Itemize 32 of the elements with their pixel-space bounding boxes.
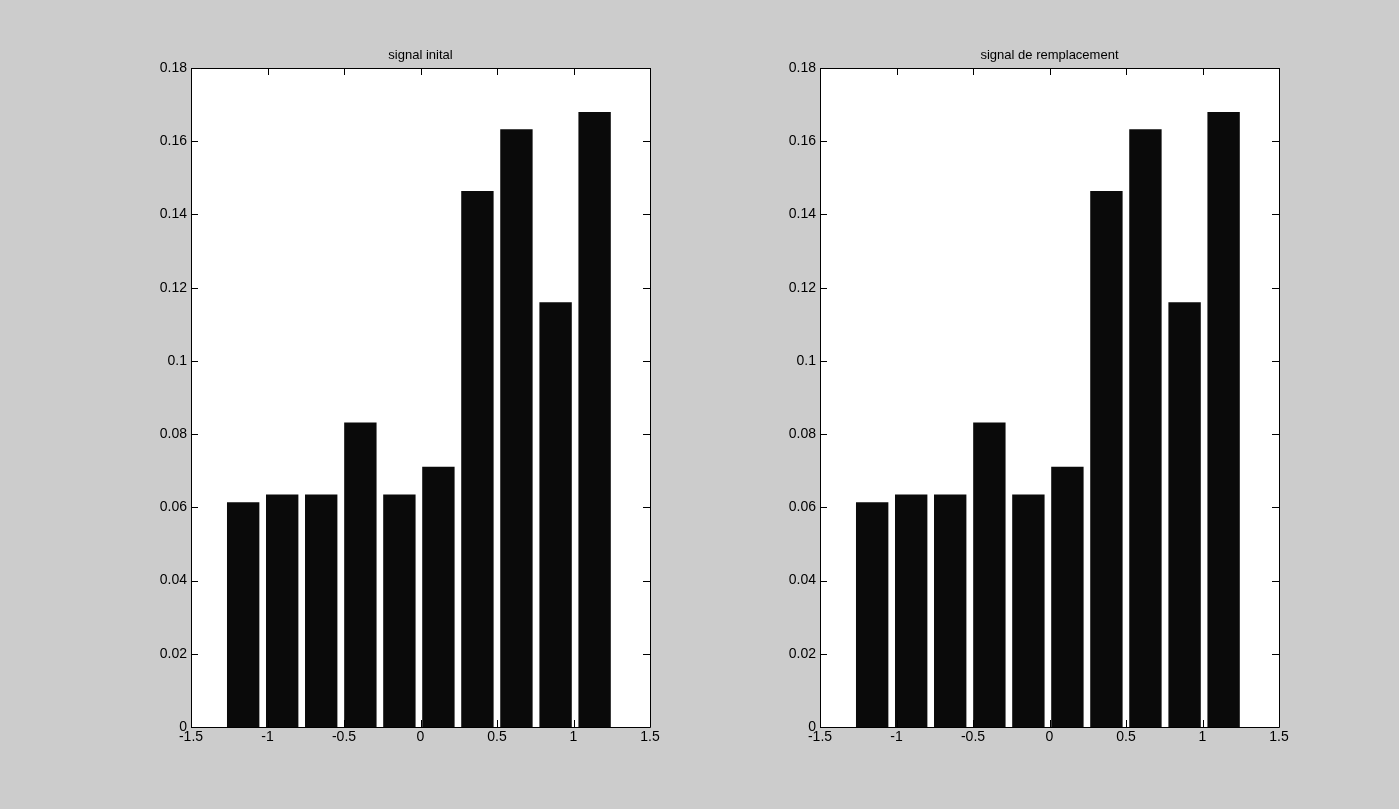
- y-tick-label: 0.08: [159, 424, 188, 441]
- x-tick-label: -0.5: [960, 728, 986, 745]
- y-tick-label: 0.02: [788, 644, 817, 661]
- y-tick-label: 0.12: [159, 278, 188, 295]
- x-tick-label: -1: [890, 728, 903, 745]
- y-tick-label: 0.14: [788, 205, 817, 222]
- x-tick-label: -1: [261, 728, 274, 745]
- y-tick-label: 0.18: [788, 58, 817, 75]
- y-tick-label: 0.06: [788, 498, 817, 515]
- y-tick-label: 0.1: [167, 351, 188, 368]
- y-tick-label: 0.06: [159, 498, 188, 515]
- y-tick-label: 0.12: [788, 278, 817, 295]
- y-tick-label: 0.1: [796, 351, 817, 368]
- y-tick-label: 0.04: [788, 571, 817, 588]
- x-tick-label: 0.5: [1116, 728, 1136, 745]
- x-tick-label: 1.5: [1269, 728, 1289, 745]
- x-tick-label: 0: [416, 728, 425, 745]
- y-tick-label: 0.16: [159, 132, 188, 149]
- chart-title: signal de remplacement: [980, 47, 1119, 63]
- x-tick-label: 0.5: [487, 728, 507, 745]
- y-tick-label: 0.02: [159, 644, 188, 661]
- x-tick-label: 0: [1045, 728, 1054, 745]
- y-tick-label: 0.18: [159, 58, 188, 75]
- x-tick-label: 1.5: [640, 728, 660, 745]
- x-tick-label: 1: [1198, 728, 1207, 745]
- chart-title: signal inital: [388, 47, 453, 63]
- y-tick-label: 0.04: [159, 571, 188, 588]
- y-tick-label: 0.14: [159, 205, 188, 222]
- x-tick-label: 1: [569, 728, 578, 745]
- y-tick-label: 0.08: [788, 424, 817, 441]
- y-tick-label: 0.16: [788, 132, 817, 149]
- x-tick-label: -0.5: [331, 728, 357, 745]
